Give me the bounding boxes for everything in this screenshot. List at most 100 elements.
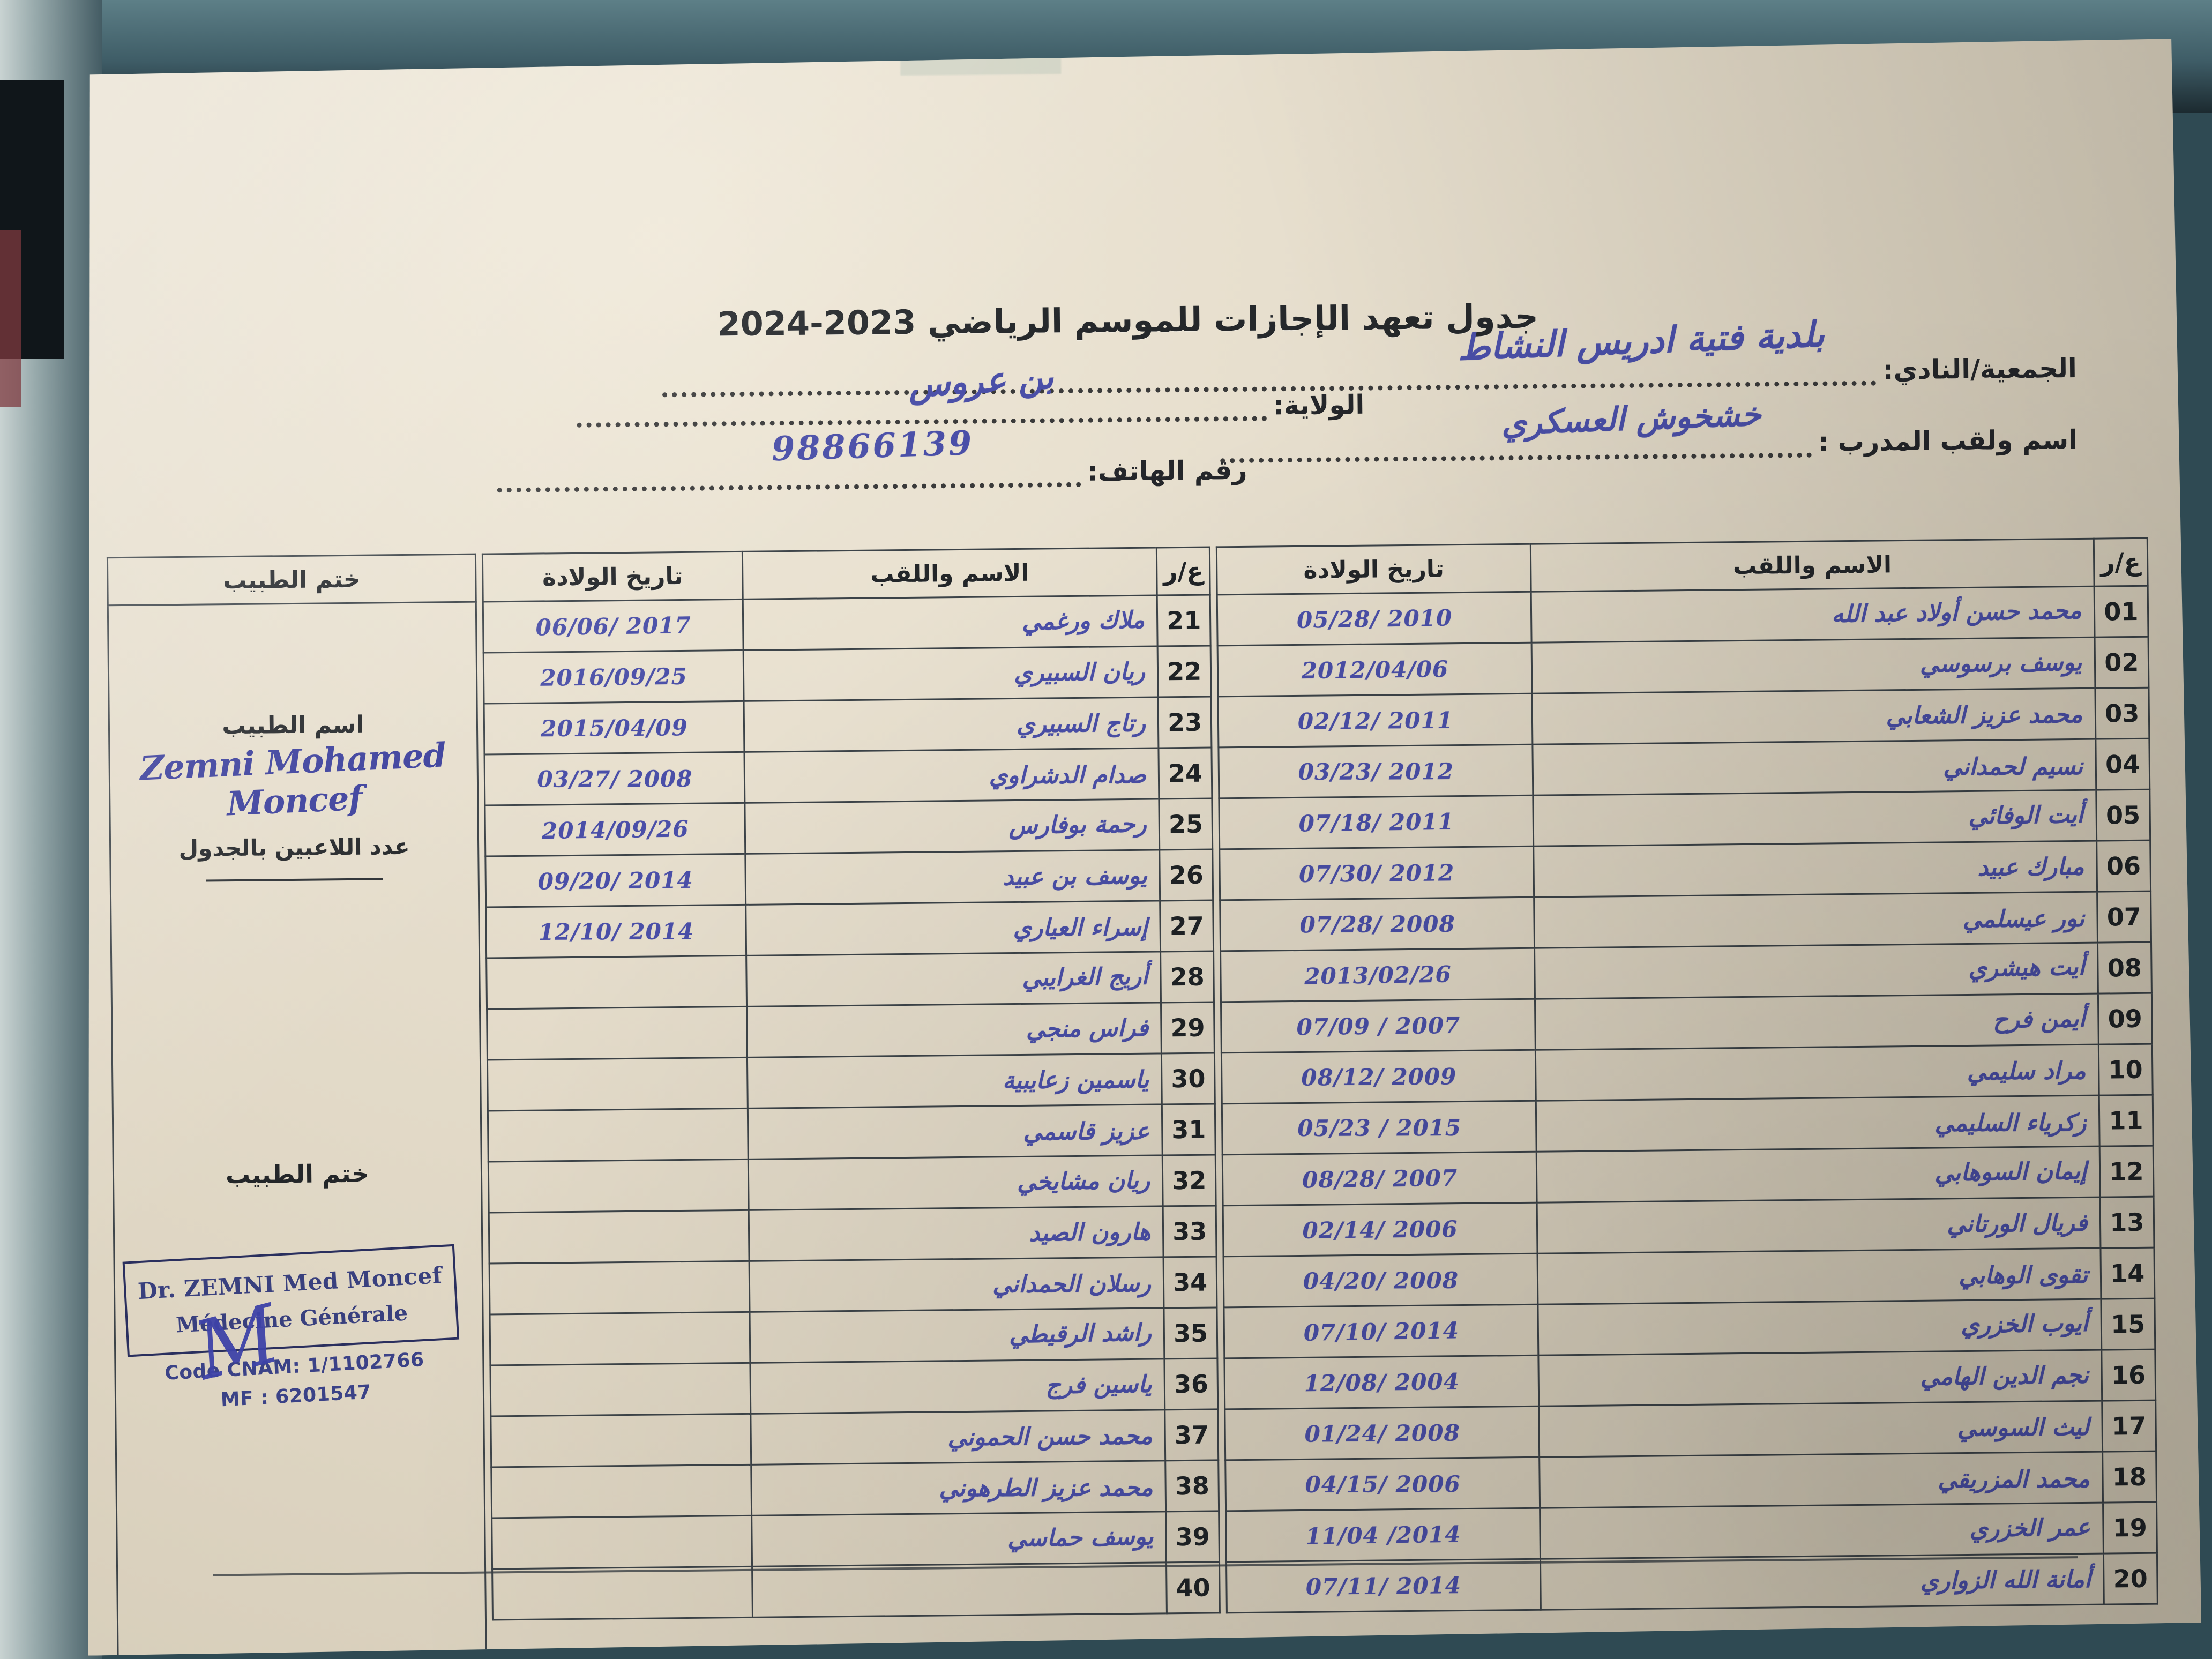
table-row: 02 يوسف برسوسي 2012/04/06 [1217,637,2149,697]
table-row: 22 ريان السبيري 2016/09/25 [483,646,1211,704]
row-number: 07 [2097,891,2151,943]
doctor-signature: Zemni Mohamed Moncef [139,735,447,824]
row-birth-date: 2016/09/25 [483,650,744,704]
row-player-name: أيت الوفائي [1533,789,2097,847]
row-number: 20 [2103,1553,2157,1604]
row-birth-date [488,1159,749,1213]
doctor-stamp-cell: اسم الطبيب Zemni Mohamed Moncef عدد اللا… [108,602,486,1659]
table-row: 24 صدام الدشراوي 2008 /03/27 [484,748,1212,805]
row-player-name: مراد سليمي [1535,1045,2098,1100]
row-number: 15 [2101,1298,2155,1350]
row-player-name: أريج الغرايبي [746,951,1161,1008]
rubber-stamp-specialty: Médecine Générale [175,1300,409,1338]
row-player-name: أيمن فرح [1535,993,2098,1050]
table-row: 08 أيت هيشري 2013/02/26 [1221,942,2152,1002]
row-birth-date [491,1466,751,1518]
row-birth-date: 2009 /08/12 [1221,1050,1536,1103]
table-row: 30 ياسمين زعايبية [487,1053,1215,1111]
row-birth-date: 2007 /08/28 [1222,1151,1537,1206]
row-number: 39 [1166,1511,1220,1563]
desk-red-object [0,230,21,407]
table-row: 11 زكرياء السليمي 2015 / 05/23 [1222,1095,2153,1155]
row-number: 05 [2096,789,2150,841]
row-player-name: راشد الرقيطي [750,1306,1165,1364]
row-number: 01 [2094,586,2148,637]
row-player-name: ياسين فرج [750,1358,1165,1414]
row-birth-date: 2008 /01/24 [1225,1407,1540,1460]
table-row: 27 إسراء العياري 2014 /12/10 [486,900,1214,958]
row-player-name: نجم الدين الهامي [1538,1349,2102,1407]
row-number: 12 [2099,1146,2154,1197]
club-field-row: الجمعية/النادي: [662,353,2077,397]
row-birth-date: 2011 /02/12 [1218,694,1533,747]
row-number: 29 [1161,1002,1215,1053]
table-row: 15 أيوب الخزري 2014 /07/10 [1224,1298,2155,1358]
table-row: 25 رحمة بوفارس 2014/09/26 [485,798,1213,856]
row-number: 09 [2098,993,2152,1044]
row-player-name: رتاج السبيري [744,698,1159,752]
doctor-stamp-label-bottom: ختم الطبيب [225,1159,370,1190]
table-row: 03 محمد عزيز الشعابي 2011 /02/12 [1218,687,2149,748]
row-player-name: إسراء العياري [746,902,1161,955]
row-birth-date: 2014 /09/20 [485,854,746,907]
row-player-name: فراس منجي [746,1002,1161,1058]
row-player-name: نور عيسلمي [1534,893,2097,947]
row-number: 02 [2095,637,2149,688]
row-player-name: صدام الدشراوي [744,749,1159,802]
row-number: 27 [1160,900,1214,952]
row-player-name: زكرياء السليمي [1536,1097,2099,1149]
row-birth-date: 2015 / 05/23 [1222,1102,1536,1154]
table-row: 35 راشد الرقيطي [490,1307,1217,1365]
table-row: 33 هارون الصيد [489,1206,1216,1264]
row-player-name: رحمة بوفارس [745,798,1160,855]
header-dob-left: تاريخ الولادة [482,551,743,602]
phone-dotted-line [497,473,1081,492]
players-count-blank-line [206,878,383,881]
row-number: 36 [1164,1358,1218,1410]
table-row: 34 رسلان الحمداني [489,1257,1217,1314]
table-row: 06 مبارك عبيد 2012 /07/30 [1220,840,2151,900]
table-row: 09 أيمن فرح 2007 / 07/09 [1221,993,2152,1053]
row-number: 03 [2095,687,2149,739]
row-player-name: محمد عزيز الشعابي [1532,689,2095,744]
table-row: 31 عزيز قاسمي [488,1104,1215,1162]
row-birth-date [486,955,746,1010]
table-row: 21 ملاك ورغمي 2017 /06/06 [483,595,1210,653]
table-row: 26 يوسف بن عبيد 2014 /09/20 [485,849,1213,907]
row-number: 16 [2101,1349,2155,1401]
row-number: 35 [1164,1307,1217,1359]
row-birth-date: 2013/02/26 [1220,947,1535,1003]
row-player-name: ريان مشايخي [748,1154,1163,1211]
table-row: 29 فراس منجي [487,1002,1215,1060]
row-player-name: عزيز قاسمي [748,1105,1163,1158]
row-number: 14 [2101,1247,2155,1299]
row-birth-date [487,1006,747,1060]
row-number: 23 [1158,697,1212,748]
row-birth-date: 2017 /06/06 [483,599,743,654]
paper-sheet: جدول تعهد الإجازات للموسم الرياضي 2023-2… [64,39,2201,1656]
row-number: 28 [1161,951,1214,1003]
players-table-left: ع/ر الاسم واللقب تاريخ الولادة 21 ملاك ور… [482,547,1221,1621]
row-player-name: يوسف برسوسي [1531,637,2095,694]
row-birth-date [488,1109,748,1161]
players-table-right: ع/ر الاسم واللقب تاريخ الولادة 01 محمد حس… [1216,537,2158,1614]
row-number: 31 [1162,1104,1216,1155]
header-name-right: الاسم واللقب [1530,539,2094,592]
row-birth-date [490,1311,750,1366]
row-player-name: إيمان السوهابي [1536,1145,2100,1204]
row-player-name: نسيم لحمداني [1533,741,2096,793]
row-number: 06 [2096,840,2150,892]
row-birth-date: 2008 /04/20 [1223,1254,1537,1306]
rubber-stamp-doctor-name: Dr. ZEMNI Med Moncef [137,1262,443,1305]
table-row: 23 رتاج السبيري 2015/04/09 [484,697,1212,754]
table-row: 32 ريان مشايخي [488,1155,1216,1213]
row-number: 32 [1163,1155,1216,1206]
table-row: 01 محمد حسن أولاد عبد الله 2010 /05/28 [1217,586,2148,646]
row-player-name: مبارك عبيد [1534,841,2097,897]
row-player-name: ملاك ورغمي [743,594,1158,652]
table-row: 16 نجم الدين الهامي 2004 /12/08 [1224,1349,2156,1409]
phone-value-handwriting: 98866139 [771,423,975,469]
row-birth-date [492,1566,753,1620]
table-row: 19 عمر الخزري 2014/ 11/04 [1226,1502,2157,1562]
row-number: 25 [1159,798,1213,850]
